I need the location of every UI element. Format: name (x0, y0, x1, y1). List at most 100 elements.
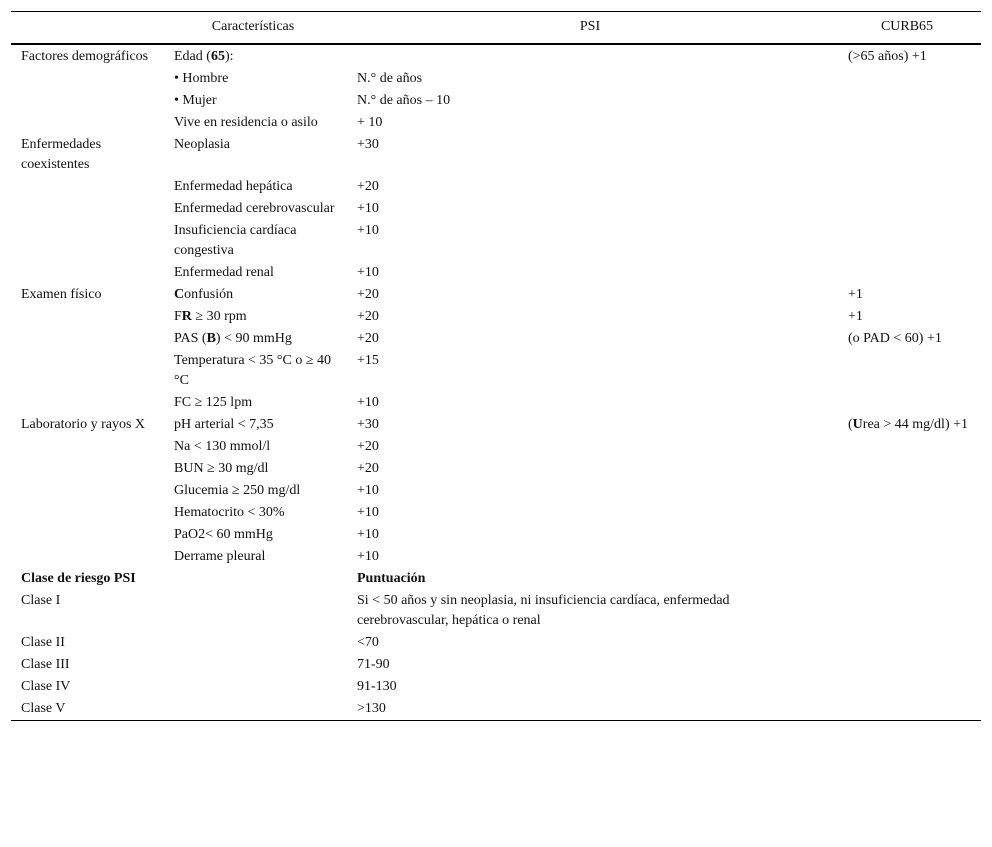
table-row: BUN ≥ 30 mg/dl +20 (11, 458, 981, 480)
empty-cell (164, 698, 347, 721)
group-cell: Examen físico (21, 287, 102, 302)
characteristic-cell: Enfermedad cerebrovascular (164, 198, 347, 220)
curb65-cell (838, 480, 981, 502)
curb65-cell (838, 436, 981, 458)
group-cell: Enfermedades coexistentes (21, 137, 102, 172)
text-segment: Insuficiencia cardíaca congestiva (174, 223, 297, 258)
curb65-cell: (>65 años) +1 (848, 49, 927, 64)
characteristic-cell: Enfermedad hepática (164, 176, 347, 198)
curb65-cell (838, 350, 981, 392)
text-segment: ≥ 30 rpm (191, 309, 247, 324)
text-segment: Temperatura < 35 °C o ≥ 40 °C (174, 353, 332, 388)
bold-letter: 65 (210, 49, 225, 64)
risk-class-row: Clase I Si < 50 años y sin neoplasia, ni … (11, 590, 981, 632)
table-row: Glucemia ≥ 250 mg/dl +10 (11, 480, 981, 502)
group-cell (11, 502, 164, 524)
empty-cell (838, 654, 981, 676)
score-text: 71-90 (357, 657, 390, 672)
characteristic-cell: Enfermedad renal (164, 262, 347, 284)
characteristic-cell: Vive en residencia o asilo (164, 112, 347, 134)
group-cell (11, 524, 164, 546)
group-cell (11, 436, 164, 458)
text-segment: FC ≥ 125 lpm (174, 395, 253, 410)
risk-class-label: Clase II (21, 635, 65, 650)
text-segment: Edad ( (174, 49, 211, 64)
group-cell (11, 198, 164, 220)
bold-letter: B (206, 331, 216, 346)
curb65-cell: +1 (848, 287, 863, 302)
psi-cell: +20 (357, 439, 379, 454)
empty-cell (838, 568, 981, 590)
risk-class-label: Clase I (21, 593, 61, 608)
text-segment: Hematocrito < 30% (174, 505, 285, 520)
characteristic-cell: pH arterial < 7,35 (164, 414, 347, 436)
text-segment: Vive en residencia o asilo (174, 115, 318, 130)
psi-cell (347, 45, 838, 68)
group-cell: Laboratorio y rayos X (21, 417, 146, 432)
psi-cell: N.° de años – 10 (357, 93, 451, 108)
risk-class-label: Clase V (21, 701, 66, 716)
text-segment: Na < 130 mmol/l (174, 439, 271, 454)
text-segment: BUN ≥ 30 mg/dl (174, 461, 269, 476)
characteristic-cell: Neoplasia (164, 134, 347, 176)
characteristic-cell: • Hombre (164, 68, 347, 90)
empty-cell (838, 632, 981, 654)
group-cell (11, 262, 164, 284)
psi-cell: +15 (357, 353, 379, 368)
bold-letter: C (174, 287, 185, 302)
score-text: Si < 50 años y sin neoplasia, ni insufic… (357, 593, 730, 628)
characteristic-cell: FC ≥ 125 lpm (164, 392, 347, 414)
characteristic-cell: • Mujer (164, 90, 347, 112)
risk-header-row: Clase de riesgo PSI Puntuación (11, 568, 981, 590)
text-segment: Glucemia ≥ 250 mg/dl (174, 483, 301, 498)
group-cell (11, 328, 164, 350)
characteristic-cell: FR ≥ 30 rpm (164, 306, 347, 328)
score-text: <70 (357, 635, 379, 650)
risk-class-score: 71-90 (347, 654, 838, 676)
curb65-cell (838, 524, 981, 546)
curb65-cell (838, 90, 981, 112)
empty-cell (838, 590, 981, 632)
psi-cell: +10 (357, 223, 379, 238)
table-header: Características PSI CURB65 (11, 11, 981, 45)
risk-class-row: Clase V >130 (11, 698, 981, 721)
psi-cell: +10 (357, 549, 379, 564)
psi-cell: +10 (357, 505, 379, 520)
risk-class-score: <70 (347, 632, 838, 654)
group-cell (11, 306, 164, 328)
text-segment: Enfermedad hepática (174, 179, 293, 194)
risk-class-label: Clase IV (21, 679, 71, 694)
group-cell (11, 176, 164, 198)
characteristic-cell: Derrame pleural (164, 546, 347, 568)
curb65-cell (838, 220, 981, 262)
group-cell (11, 350, 164, 392)
text-segment: pH arterial < 7,35 (174, 417, 274, 432)
table-row: Insuficiencia cardíaca congestiva +10 (11, 220, 981, 262)
table-body: Factores demográficos Edad (65): (>65 años… (11, 45, 981, 721)
psi-curb65-table: Características PSI CURB65 Factores demo… (11, 11, 981, 721)
psi-cell: +10 (357, 395, 379, 410)
text-segment: • Hombre (174, 71, 229, 86)
empty-cell (164, 590, 347, 632)
table-row: PaO2< 60 mmHg +10 (11, 524, 981, 546)
score-header: Puntuación (357, 571, 426, 586)
characteristic-cell: Hematocrito < 30% (164, 502, 347, 524)
empty-cell (164, 654, 347, 676)
empty-cell (164, 632, 347, 654)
header-psi: PSI (579, 19, 601, 34)
psi-cell: +20 (357, 287, 379, 302)
text-segment: ) < 90 mmHg (215, 331, 292, 346)
group-cell (11, 112, 164, 134)
curb65-cell (838, 176, 981, 198)
table-row: Temperatura < 35 °C o ≥ 40 °C +15 (11, 350, 981, 392)
risk-class-score: Si < 50 años y sin neoplasia, ni insufic… (347, 590, 838, 632)
group-cell (11, 392, 164, 414)
psi-cell: +10 (357, 265, 379, 280)
characteristic-cell: Confusión (164, 284, 347, 306)
table-row: Enfermedad hepática +20 (11, 176, 981, 198)
psi-cell: N.° de años (357, 71, 423, 86)
table-row: Laboratorio y rayos X pH arterial < 7,35 +… (11, 414, 981, 436)
bold-letter: U (852, 417, 863, 432)
score-text: 91-130 (357, 679, 397, 694)
risk-class-header: Clase de riesgo PSI (21, 571, 136, 586)
